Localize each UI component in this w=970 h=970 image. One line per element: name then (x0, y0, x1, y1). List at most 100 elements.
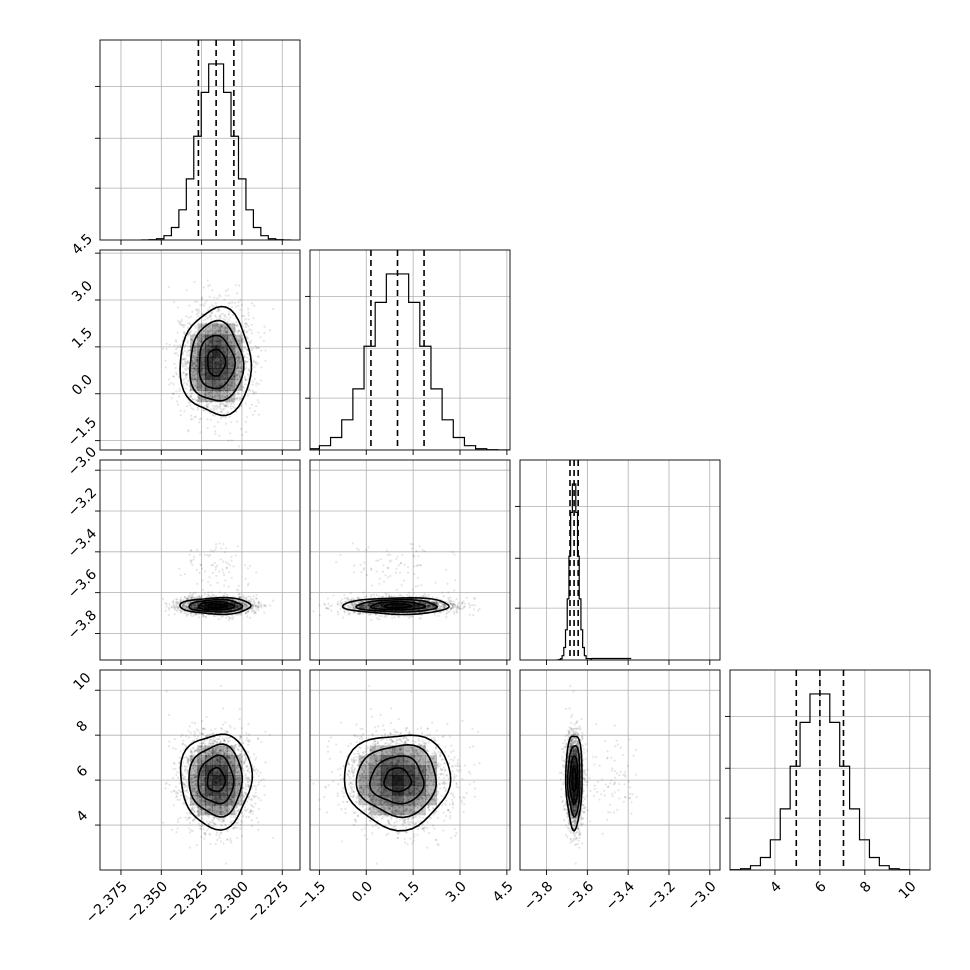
scatter-point (189, 559, 192, 562)
scatter-point (185, 372, 189, 376)
scatter-point (185, 374, 188, 377)
scatter-point (225, 326, 228, 330)
scatter-point (192, 604, 195, 607)
scatter-point (197, 342, 200, 346)
scatter-point (263, 611, 266, 614)
scatter-point (246, 330, 249, 333)
scatter-point (452, 605, 455, 608)
scatter-point (224, 331, 228, 334)
scatter-point (196, 582, 199, 585)
scatter-point (252, 360, 255, 363)
scatter-point (252, 347, 255, 350)
scatter-point (204, 331, 207, 334)
scatter-point (219, 407, 222, 410)
scatter-point (216, 323, 219, 326)
scatter-point (195, 595, 198, 598)
scatter-point (210, 311, 213, 315)
scatter-point (202, 330, 205, 333)
scatter-point (195, 356, 198, 359)
scatter-point (228, 322, 231, 325)
scatter-point (168, 343, 171, 346)
scatter-point (197, 309, 200, 313)
scatter-point (458, 607, 461, 610)
scatter-point (210, 591, 214, 594)
scatter-point (206, 426, 209, 430)
scatter-point (236, 365, 239, 368)
y-tick-label: −3.0 (65, 444, 100, 479)
scatter-point (239, 427, 243, 430)
scatter-point (196, 343, 199, 346)
scatter-point (241, 608, 244, 611)
scatter-point (223, 584, 226, 587)
scatter-point (183, 602, 187, 605)
scatter-point (223, 314, 226, 317)
scatter-point (447, 591, 450, 594)
scatter-point (207, 326, 210, 329)
scatter-point (337, 600, 340, 603)
scatter-point (193, 606, 196, 610)
scatter-point (257, 606, 260, 609)
scatter-point (198, 380, 201, 383)
scatter-point (327, 607, 330, 610)
density-cell (204, 379, 213, 391)
scatter-point (431, 605, 435, 608)
scatter-point (259, 604, 262, 608)
scatter-point (200, 399, 203, 402)
scatter-point (218, 404, 221, 407)
scatter-point (238, 334, 241, 337)
scatter-point (171, 375, 175, 378)
scatter-point (210, 310, 214, 313)
scatter-point (193, 300, 197, 303)
scatter-point (238, 362, 242, 365)
scatter-point (246, 373, 250, 376)
scatter-point (173, 613, 176, 616)
scatter-point (174, 338, 177, 342)
scatter-point (200, 312, 204, 315)
scatter-point (219, 329, 222, 332)
scatter-point (233, 342, 236, 345)
scatter-point (207, 593, 210, 596)
y-tick-label: 3.0 (69, 278, 96, 305)
scatter-point (234, 607, 237, 610)
scatter-point (191, 595, 194, 598)
scatter-point (189, 600, 192, 604)
scatter-point (176, 319, 180, 322)
scatter-point (238, 342, 241, 345)
scatter-point (217, 330, 220, 333)
scatter-point (179, 320, 183, 323)
scatter-point (195, 603, 198, 606)
scatter-point (194, 591, 197, 594)
scatter-point (199, 431, 202, 434)
scatter-point (191, 392, 194, 395)
scatter-point (168, 603, 171, 606)
scatter-point (233, 608, 236, 611)
scatter-point (236, 366, 239, 369)
density-cell (190, 379, 198, 391)
scatter-point (213, 323, 216, 326)
density-cell (190, 603, 198, 606)
scatter-point (203, 392, 206, 396)
scatter-point (214, 543, 218, 546)
scatter-point (228, 341, 231, 344)
scatter-point (238, 374, 241, 377)
scatter-point (227, 302, 230, 305)
scatter-point (221, 568, 224, 571)
scatter-point (178, 567, 181, 570)
scatter-point (195, 365, 198, 368)
scatter-point (367, 613, 370, 616)
scatter-point (349, 605, 353, 609)
scatter-point (221, 395, 224, 398)
scatter-point (193, 348, 197, 351)
scatter-point (230, 559, 233, 562)
scatter-point (232, 402, 236, 405)
scatter-point (224, 326, 227, 329)
scatter-point (224, 592, 227, 595)
scatter-point (201, 588, 205, 592)
scatter-point (229, 339, 232, 342)
scatter-point (451, 604, 454, 607)
scatter-point (174, 371, 178, 374)
scatter-point (195, 368, 198, 371)
scatter-point (191, 364, 194, 367)
scatter-point (196, 314, 200, 317)
scatter-point (214, 304, 218, 308)
